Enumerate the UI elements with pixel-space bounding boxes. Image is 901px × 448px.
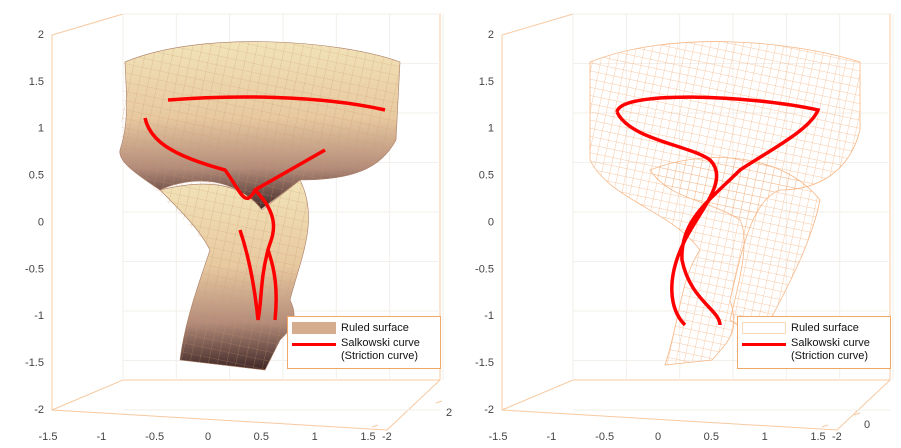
- z-tick-label: 1: [38, 123, 44, 135]
- legend: Ruled surface Salkowski curve (Striction …: [737, 316, 891, 369]
- x-tick-label: -0.5: [145, 431, 164, 443]
- figure: -2-1.5-1-0.500.511.52-1.5-1-0.500.511.5-…: [0, 0, 901, 448]
- y-tick-label: -2: [382, 431, 392, 443]
- x-tick-label: 0: [205, 431, 211, 443]
- z-tick-label: 0.5: [479, 170, 494, 182]
- x-tick-label: 0.5: [704, 431, 719, 443]
- y-tick-label: -2: [832, 431, 842, 443]
- x-tick-label: 1: [762, 431, 768, 443]
- tick: [436, 401, 442, 403]
- z-tick-label: 1: [488, 123, 494, 135]
- z-tick-label: -0.5: [25, 263, 44, 275]
- z-tick-label: -1.5: [475, 357, 494, 369]
- x-tick-label: 1: [312, 431, 318, 443]
- z-tick-label: -2: [484, 404, 494, 416]
- z-tick-label: 0.5: [29, 170, 44, 182]
- z-tick-label: -1: [484, 310, 494, 322]
- x-tick-label: -1.5: [489, 431, 508, 443]
- x-tick-label: 1.5: [810, 431, 825, 443]
- z-tick-label: 1.5: [479, 76, 494, 88]
- z-tick-label: -2: [34, 404, 44, 416]
- legend-label: Ruled surface: [791, 322, 886, 335]
- legend-entry: Salkowski curve (Striction curve): [292, 337, 436, 363]
- y-tick-label: 2: [446, 407, 452, 419]
- legend-swatch: [292, 322, 336, 334]
- z-tick-label: 1.5: [29, 76, 44, 88]
- x-tick-label: -1: [546, 431, 556, 443]
- z-tick-label: 0: [488, 216, 494, 228]
- legend-entry: Ruled surface: [292, 322, 436, 335]
- legend-entry: Salkowski curve (Striction curve): [742, 337, 886, 363]
- legend-label: Salkowski curve (Striction curve): [791, 337, 886, 363]
- x-tick-label: -1.5: [39, 431, 58, 443]
- z-tick-label: 0: [38, 216, 44, 228]
- tick: [822, 425, 828, 427]
- z-tick-label: 2: [38, 29, 44, 41]
- plots: -2-1.5-1-0.500.511.52-1.5-1-0.500.511.5-…: [0, 0, 901, 448]
- z-tick-label: -1: [34, 310, 44, 322]
- x-tick-label: -1: [96, 431, 106, 443]
- z-tick-label: -1.5: [25, 357, 44, 369]
- legend-swatch: [292, 343, 336, 346]
- legend-label: Ruled surface: [341, 322, 436, 335]
- legend-label: Salkowski curve (Striction curve): [341, 337, 436, 363]
- legend: Ruled surface Salkowski curve (Striction …: [287, 316, 441, 369]
- legend-swatch: [742, 343, 786, 346]
- z-tick-label: 2: [488, 29, 494, 41]
- z-tick-label: -0.5: [475, 263, 494, 275]
- x-tick-label: 0.5: [254, 431, 269, 443]
- legend-swatch: [742, 322, 786, 334]
- tick: [372, 425, 378, 427]
- x-tick-label: 1.5: [360, 431, 375, 443]
- x-tick-label: 0: [655, 431, 661, 443]
- legend-entry: Ruled surface: [742, 322, 886, 335]
- y-tick-label: 0: [864, 419, 870, 431]
- x-tick-label: -0.5: [595, 431, 614, 443]
